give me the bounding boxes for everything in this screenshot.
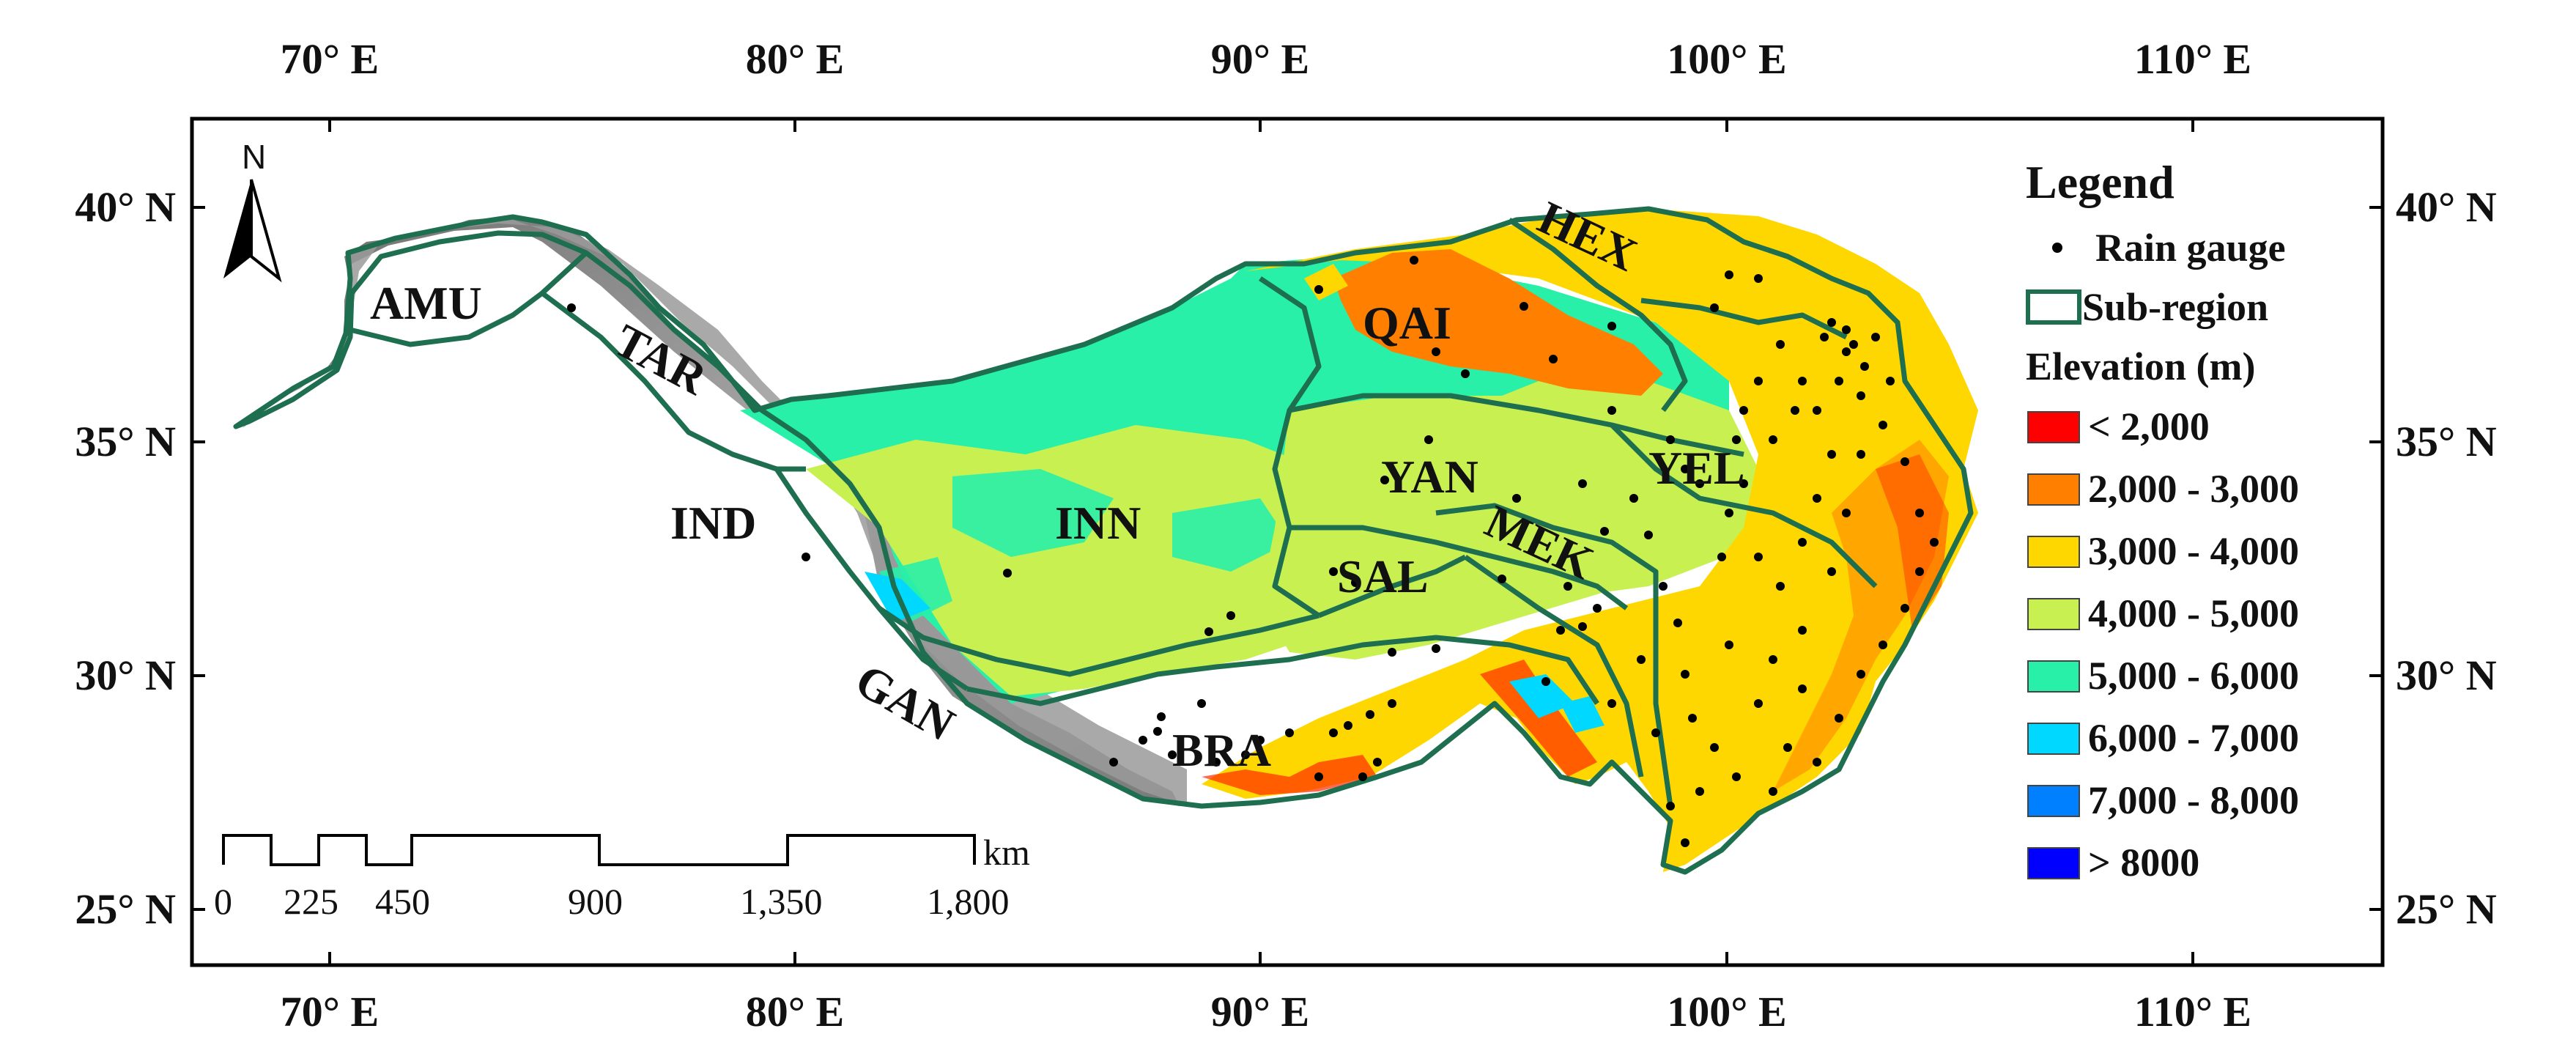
region-labels: AMU TAR IND GAN INN BRA QAI HEX YAN SAL … [370,191,1745,776]
elev-label: 5,000 - 6,000 [2088,654,2299,698]
legend-title: Legend [2026,156,2175,208]
lat-label: 35° N [75,418,176,465]
scale-bar [222,834,976,866]
region-label-sal: SAL [1337,550,1429,602]
lon-label: 90° E [1211,35,1309,83]
legend-elevation-title: Elevation (m) [2026,344,2255,388]
legend-rain-gauge: Rain gauge [2095,226,2286,270]
scale-bar-labels: km 0 225 450 900 1,350 1,800 [214,832,1030,922]
region-label-bra: BRA [1172,724,1271,776]
lon-label: 90° E [1211,988,1309,1035]
elev-label: 2,000 - 3,000 [2088,467,2299,511]
lat-label: 25° N [2396,885,2497,933]
lon-labels-bottom: 70° E 80° E 90° E 100° E 110° E [281,988,2251,1035]
scale-unit: km [983,832,1030,873]
scale-label: 0 [214,881,232,922]
region-label-amu: AMU [370,277,482,329]
region-label-ind: IND [670,497,756,549]
lat-label: 25° N [75,885,176,933]
valley-lowland-south [1202,660,1597,795]
valley-red-ne [1876,454,1949,630]
lon-label: 80° E [746,35,844,83]
elev-label: 6,000 - 7,000 [2088,716,2299,760]
qai-basin [1333,249,1663,396]
lon-label: 110° E [2134,988,2251,1035]
scale-label: 1,350 [740,881,823,922]
legend-sub-region: Sub-region [2082,285,2268,329]
lon-label: 70° E [281,35,379,83]
rain-gauges [567,256,1939,847]
scale-label: 1,800 [927,881,1010,922]
lon-label: 100° E [1667,35,1786,83]
elev-label: 4,000 - 5,000 [2088,591,2299,635]
region-label-inn: INN [1055,497,1141,549]
elev-swatch [2027,473,2080,506]
lat-label: 30° N [2396,651,2497,699]
subregion-borders [233,206,1974,875]
elev-swatch [2027,536,2080,568]
sub-region-symbol [2026,289,2081,325]
north-arrow-label: N [242,138,266,176]
region-label-yan: YAN [1381,451,1478,503]
scale-label: 450 [375,881,430,922]
rain-gauge-symbol [2052,243,2062,253]
region-label-yel: YEL [1648,442,1745,494]
elev-label: > 8000 [2088,841,2199,885]
scale-label: 225 [284,881,338,922]
elev-swatch [2027,411,2080,443]
lon-label: 110° E [2134,35,2251,83]
elev-swatch [2027,785,2080,817]
lat-labels-right: 40° N 35° N 30° N 25° N [2396,183,2497,933]
lat-labels-left: 40° N 35° N 30° N 25° N [75,183,176,933]
elev-swatch [2027,723,2080,755]
frame-ticks [192,119,2383,965]
scale-label: 900 [568,881,623,922]
lon-labels-top: 70° E 80° E 90° E 100° E 110° E [281,35,2251,83]
elev-label: 3,000 - 4,000 [2088,529,2299,573]
plateau-5000-6000-patch [879,469,1289,623]
elev-label: 7,000 - 8,000 [2088,778,2299,822]
elev-swatch [2027,660,2080,693]
lon-label: 100° E [1667,988,1786,1035]
elev-swatch [2027,598,2080,630]
north-arrow: N [223,138,282,283]
lat-label: 40° N [75,183,176,231]
elev-label: < 2,000 [2088,405,2210,448]
lon-label: 80° E [746,988,844,1035]
lat-label: 40° N [2396,183,2497,231]
hillshade-west [236,220,1187,806]
plateau-3000-4000 [1202,209,1978,872]
elev-swatch [2027,847,2080,879]
lat-label: 30° N [75,651,176,699]
region-label-qai: QAI [1363,297,1451,349]
lon-label: 70° E [281,988,379,1035]
legend: Legend Rain gauge Sub-region Elevation (… [2026,156,2299,885]
lat-label: 35° N [2396,418,2497,465]
